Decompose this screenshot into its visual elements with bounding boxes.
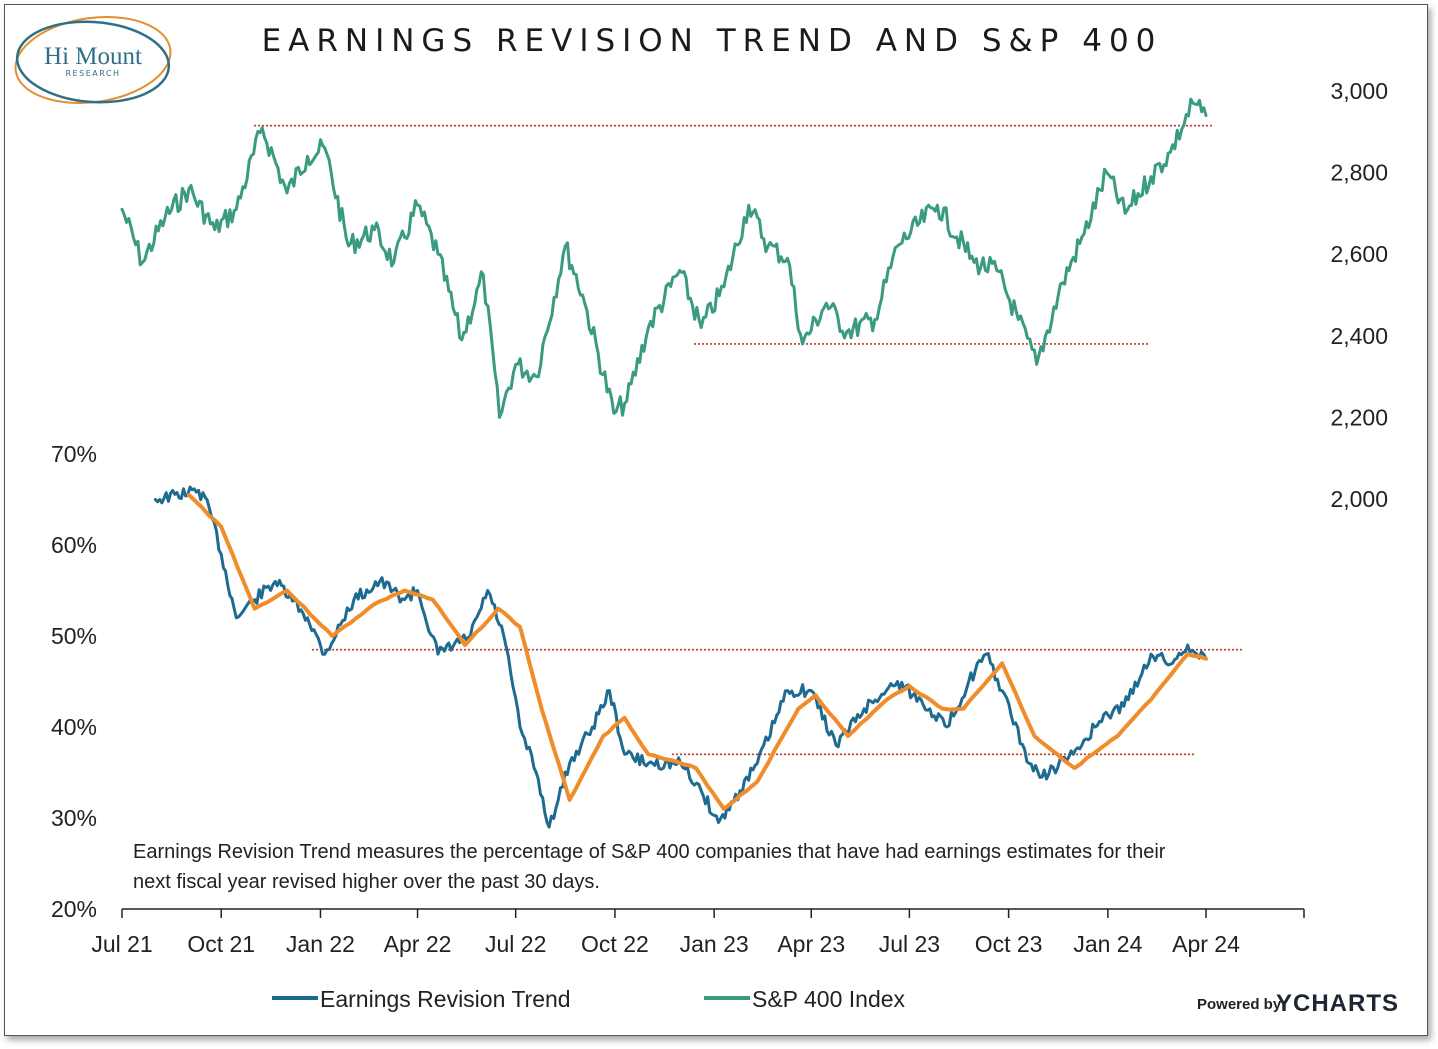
right-tick-label-4: 2,200: [1330, 404, 1388, 430]
left-tick-label-0: 70%: [51, 441, 97, 467]
left-tick-label-4: 30%: [51, 805, 97, 831]
legend: Earnings Revision Trend S&P 400 Index: [272, 986, 906, 1012]
left-tick-label-5: 20%: [51, 896, 97, 922]
powered-by-text: Powered by: [1197, 996, 1282, 1013]
left-tick-label-2: 50%: [51, 623, 97, 649]
ert-series-line: [153, 485, 1208, 829]
right-tick-label-2: 2,600: [1330, 241, 1388, 267]
right-axis: 3,000 2,800 2,600 2,400 2,200 2,000: [1330, 78, 1388, 512]
right-tick-label-3: 2,400: [1330, 323, 1388, 349]
left-axis: 70% 60% 50% 40% 30% 20%: [51, 441, 97, 922]
reference-lines: [254, 124, 1242, 756]
x-tick-label-3: Apr 22: [384, 931, 452, 957]
logo-sub-text: RESEARCH: [66, 69, 121, 78]
left-tick-label-3: 40%: [51, 714, 97, 740]
x-tick-label-1: Oct 21: [187, 931, 255, 957]
logo-main-text: Hi Mount: [44, 43, 142, 70]
right-tick-label-0: 3,000: [1330, 78, 1388, 104]
x-tick-label-7: Apr 23: [777, 931, 845, 957]
sp400-series-line: [120, 97, 1208, 419]
footnote-line-1: Earnings Revision Trend measures the per…: [133, 841, 1166, 863]
x-axis: Jul 21 Oct 21 Jan 22 Apr 22 Jul 22 Oct 22 Jan …: [91, 909, 1305, 957]
x-tick-label-8: Jul 23: [879, 931, 940, 957]
x-tick-label-2: Jan 22: [286, 931, 355, 957]
legend-label-sp400: S&P 400 Index: [752, 986, 906, 1012]
x-tick-label-10: Jan 24: [1073, 931, 1142, 957]
chart-frame: [4, 4, 1428, 1036]
x-tick-label-6: Jan 23: [680, 931, 749, 957]
chart-title: EARNINGS REVISION TREND AND S&P 400: [262, 23, 1163, 59]
x-tick-label-9: Oct 23: [975, 931, 1043, 957]
ycharts-logo: YCHARTS: [1276, 990, 1399, 1017]
x-tick-label-4: Jul 22: [485, 931, 546, 957]
x-tick-label-0: Jul 21: [91, 931, 152, 957]
ert-moving-average-line: [186, 492, 1208, 811]
left-tick-label-1: 60%: [51, 532, 97, 558]
x-tick-label-11: Apr 24: [1172, 931, 1240, 957]
x-tick-label-5: Oct 22: [581, 931, 649, 957]
footnote-line-2: next fiscal year revised higher over the…: [133, 871, 600, 893]
series-layer: [120, 97, 1208, 829]
legend-label-ert: Earnings Revision Trend: [320, 986, 571, 1012]
hi-mount-logo: Hi Mount RESEARCH: [14, 16, 172, 104]
right-tick-label-1: 2,800: [1330, 160, 1388, 186]
right-tick-label-5: 2,000: [1330, 486, 1388, 512]
